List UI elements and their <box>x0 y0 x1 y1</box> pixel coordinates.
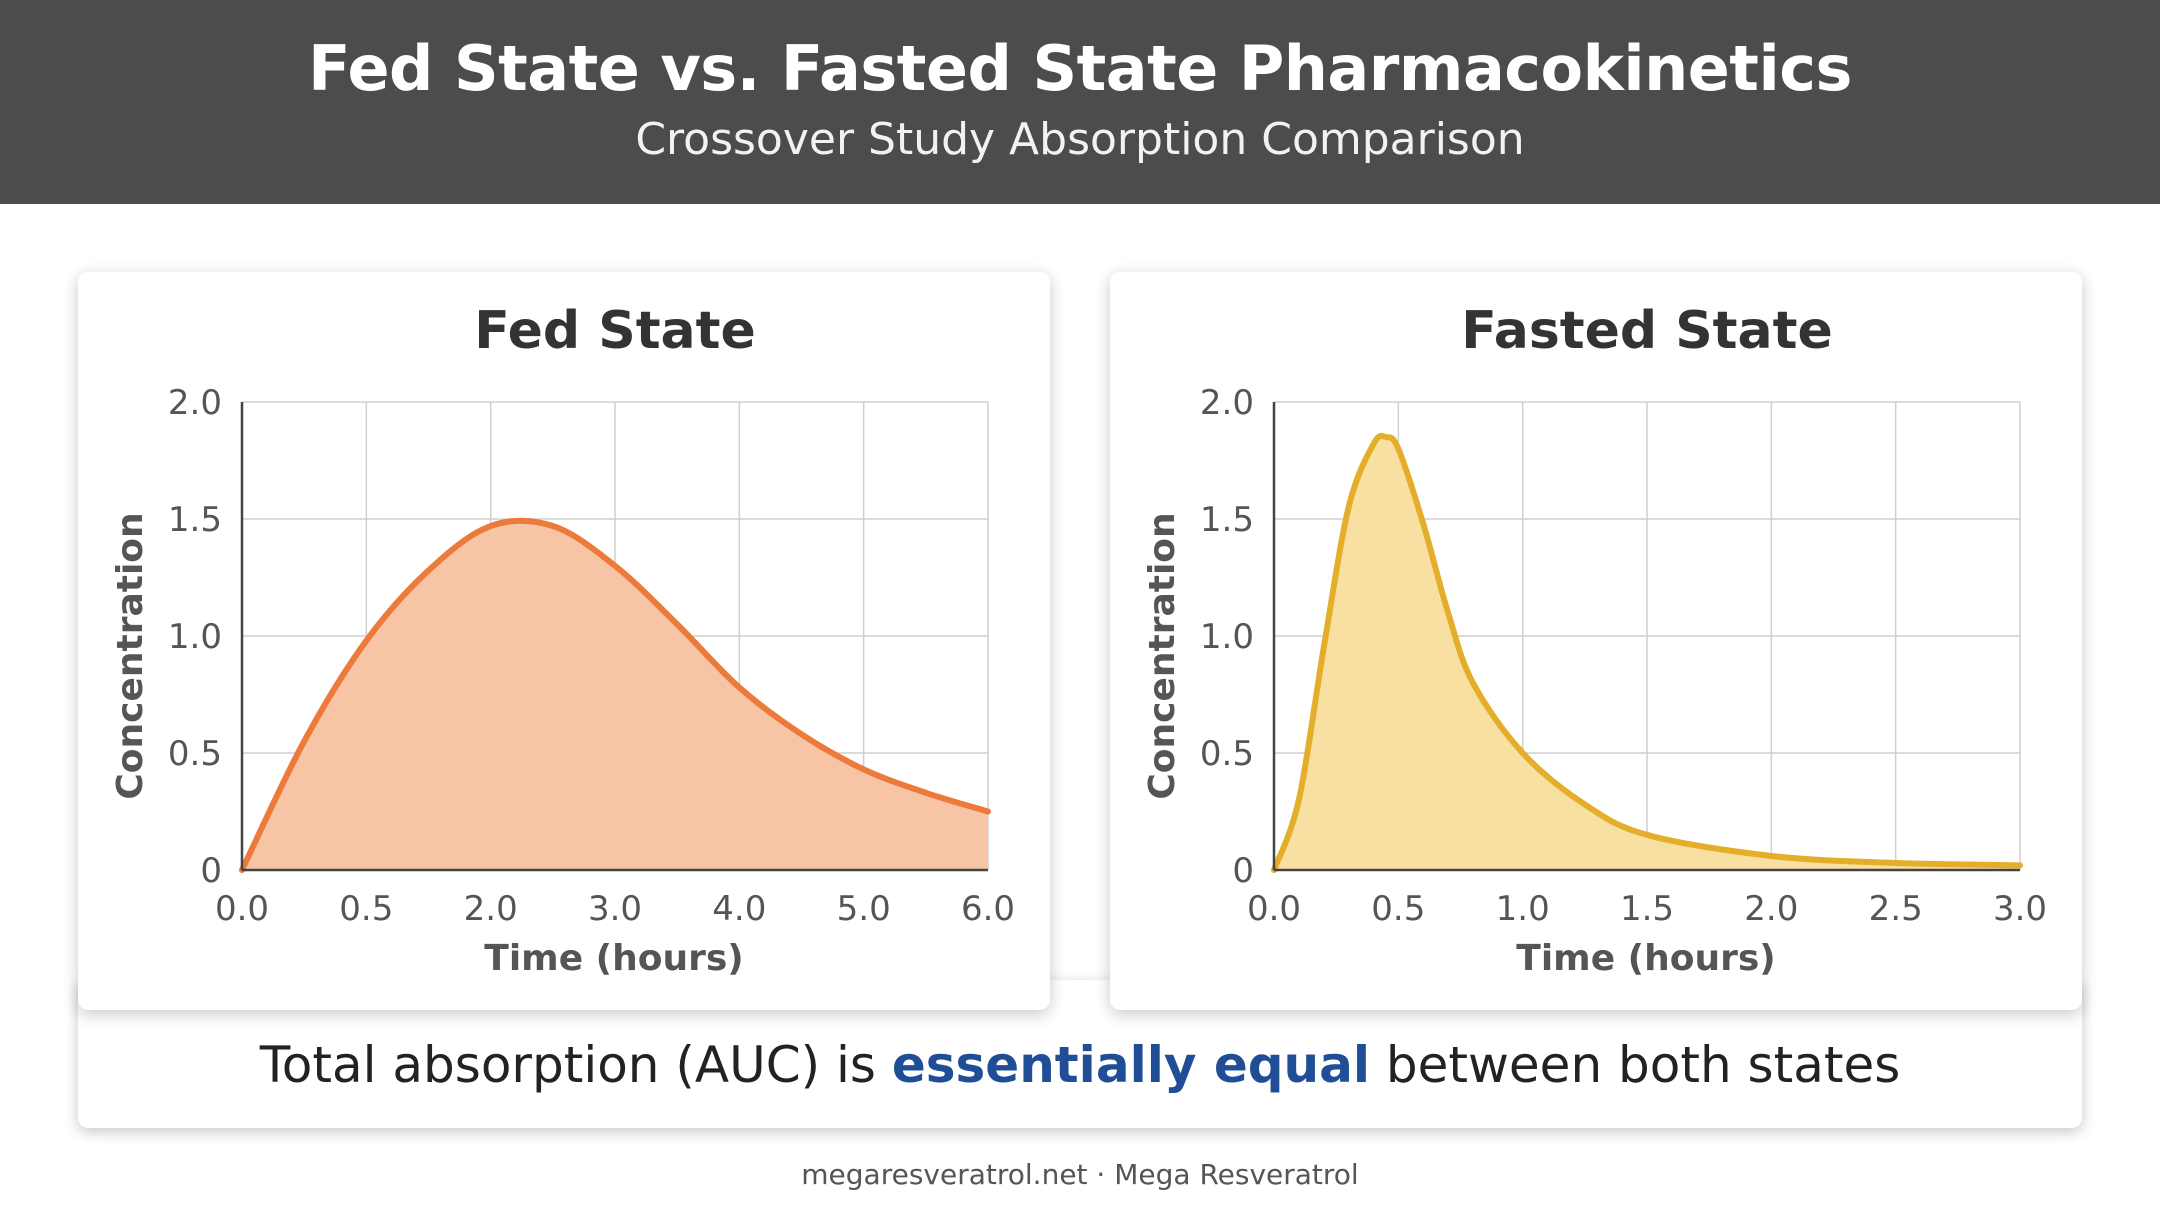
fasted-area-fill <box>1274 435 2020 870</box>
y-tick-label: 1.5 <box>1200 500 1254 540</box>
x-tick-label: 1.0 <box>1496 889 1550 929</box>
x-tick-label: 1.5 <box>1620 889 1674 929</box>
conclusion-highlight: essentially equal <box>891 1036 1371 1094</box>
chart-title: Fasted State <box>1461 301 1833 361</box>
y-tick-label: 1.5 <box>168 500 222 540</box>
x-tick-label: 6.0 <box>961 889 1015 929</box>
fasted-state-chart: Fasted State 0 0.5 1.0 1.5 2.0 0.0 0.5 1.0 1.5 2.0… <box>1142 301 2047 979</box>
fed-state-chart: Fed State 0 0.5 1.0 1.5 2.0 0.0 0.5 2.0 3.0 4.0 5.0… <box>110 301 1015 979</box>
fasted-series-line <box>1271 432 2023 873</box>
x-tick-label: 0.0 <box>1247 889 1301 929</box>
x-tick-label: 3.0 <box>1993 889 2047 929</box>
y-tick-label: 0.5 <box>1200 734 1254 774</box>
conclusion-text: Total absorption (AUC) is essentially eq… <box>78 1036 2082 1094</box>
x-tick-label: 0.0 <box>215 889 269 929</box>
y-tick-label: 0 <box>200 851 222 891</box>
y-axis-label: Concentration <box>110 512 151 799</box>
x-tick-label: 4.0 <box>712 889 766 929</box>
y-tick-label: 2.0 <box>1200 383 1254 423</box>
x-axis-label: Time (hours) <box>484 938 743 979</box>
site-credit: megaresveratrol.net · Mega Resveratrol <box>801 1158 1359 1191</box>
page-title: Fed State vs. Fasted State Pharmacokinet… <box>308 32 1852 105</box>
x-tick-label: 0.5 <box>339 889 393 929</box>
page-subtitle: Crossover Study Absorption Comparison <box>635 114 1525 165</box>
x-tick-label: 3.0 <box>588 889 642 929</box>
conclusion-after: between both states <box>1370 1036 1901 1094</box>
x-tick-label: 2.0 <box>1744 889 1798 929</box>
x-axis-label: Time (hours) <box>1516 938 1775 979</box>
chart-title: Fed State <box>474 301 756 361</box>
fasted-state-panel: Fasted State 0 0.5 1.0 1.5 2.0 0.0 0.5 1.0 1.5 2.0… <box>1110 272 2082 1010</box>
conclusion-before: Total absorption (AUC) is <box>259 1036 892 1094</box>
y-tick-label: 0 <box>1232 851 1254 891</box>
x-tick-label: 2.0 <box>464 889 518 929</box>
y-tick-label: 0.5 <box>168 734 222 774</box>
x-tick-label: 5.0 <box>837 889 891 929</box>
fed-area-fill <box>242 520 988 870</box>
y-tick-label: 1.0 <box>1200 617 1254 657</box>
x-tick-label: 0.5 <box>1371 889 1425 929</box>
x-tick-label: 2.5 <box>1869 889 1923 929</box>
fed-state-panel: Fed State 0 0.5 1.0 1.5 2.0 0.0 0.5 2.0 3.0 4.0 5.0… <box>78 272 1050 1010</box>
y-tick-label: 1.0 <box>168 617 222 657</box>
y-tick-label: 2.0 <box>168 383 222 423</box>
header-banner: Fed State vs. Fasted State Pharmacokinet… <box>0 0 2160 204</box>
y-axis-label: Concentration <box>1142 512 1183 799</box>
fed-series-line <box>239 517 991 873</box>
